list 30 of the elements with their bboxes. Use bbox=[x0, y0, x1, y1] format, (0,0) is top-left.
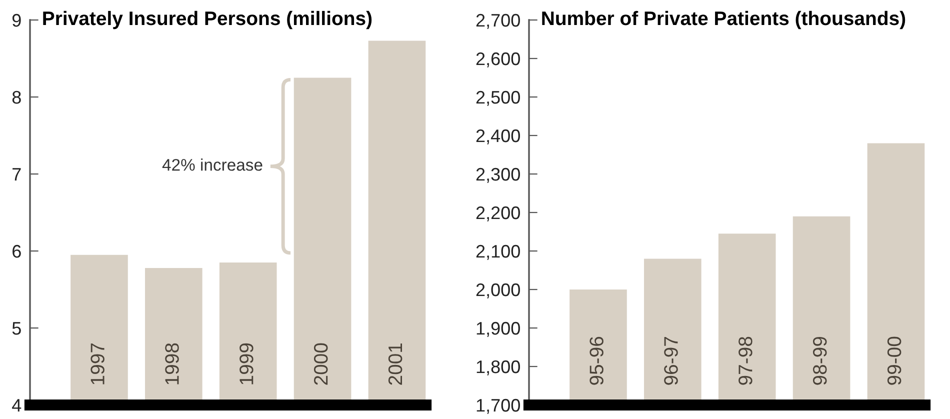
chart-title: Privately Insured Persons (millions) bbox=[43, 10, 372, 30]
x-tick-label: 95-96 bbox=[590, 336, 604, 385]
y-tick-label: 4 bbox=[12, 399, 22, 412]
x-tick-label: 99-00 bbox=[887, 336, 902, 385]
y-tick-label: 2,300 bbox=[476, 168, 520, 183]
y-tick-label: 2,500 bbox=[476, 90, 520, 106]
y-tick-label: 1,800 bbox=[476, 360, 520, 376]
x-tick-label: 98-99 bbox=[812, 336, 827, 385]
y-tick-label: 8 bbox=[12, 90, 21, 104]
y-tick-label: 2,000 bbox=[476, 283, 520, 298]
y-tick-label: 2,600 bbox=[476, 52, 520, 68]
y-tick-label: 7 bbox=[12, 168, 21, 181]
x-tick-label: 97-98 bbox=[738, 336, 752, 385]
x-tick-label: 96-97 bbox=[664, 336, 678, 385]
y-tick-label: 2,100 bbox=[476, 244, 520, 260]
y-tick-label: 1,700 bbox=[476, 398, 520, 414]
x-tick-label: 2001 bbox=[388, 343, 402, 385]
annotation: 42% increase bbox=[162, 158, 262, 171]
y-tick-label: 2,700 bbox=[476, 14, 520, 29]
y-tick-label: 5 bbox=[12, 322, 21, 335]
x-tick-label: 1997 bbox=[90, 343, 104, 384]
x-tick-label: 2000 bbox=[314, 343, 328, 385]
y-tick-label: 6 bbox=[12, 244, 21, 258]
y-tick-label: 2,400 bbox=[476, 129, 520, 144]
chart-title: Number of Private Patients (thousands) bbox=[542, 10, 906, 30]
y-tick-label: 2,200 bbox=[476, 206, 520, 222]
x-tick-label: 1998 bbox=[165, 343, 179, 384]
y-tick-label: 9 bbox=[12, 14, 21, 27]
x-tick-label: 1999 bbox=[240, 343, 254, 384]
y-tick-label: 1,900 bbox=[476, 322, 520, 337]
